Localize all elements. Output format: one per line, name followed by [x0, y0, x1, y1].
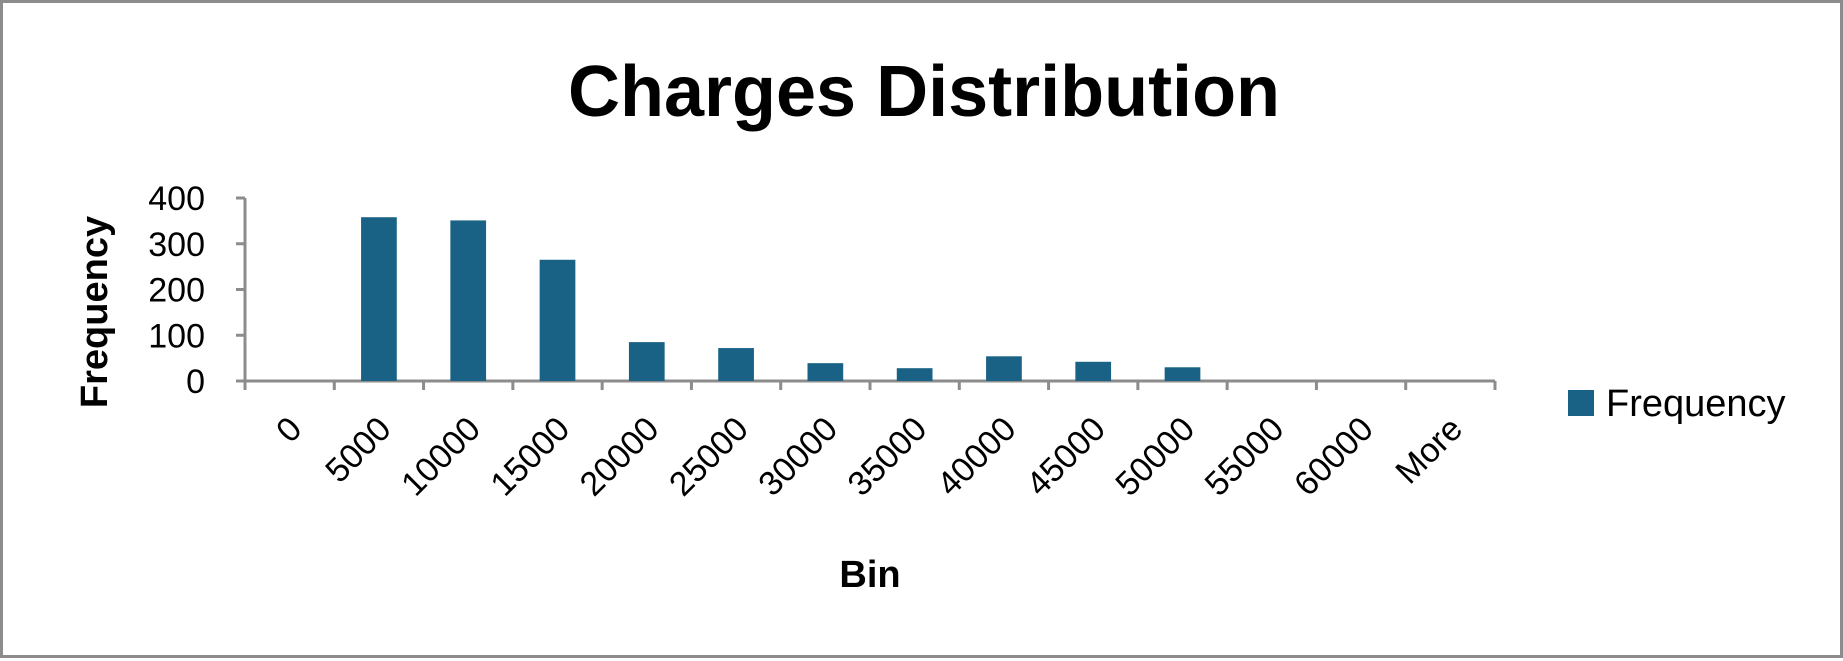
- x-tick-label: 10000: [394, 410, 488, 504]
- y-tick-label: 200: [148, 272, 205, 310]
- bar-35000: [896, 368, 933, 381]
- x-tick-label: 55000: [1198, 410, 1292, 504]
- bar-25000: [718, 348, 754, 381]
- x-tick-label: 15000: [483, 410, 577, 504]
- y-tick-label: 400: [148, 180, 205, 218]
- x-tick-label: 50000: [1108, 410, 1202, 504]
- x-tick-label: 0: [269, 410, 309, 450]
- bar-10000: [450, 220, 487, 381]
- bar-15000: [539, 259, 576, 381]
- x-tick-label: 5000: [318, 410, 398, 490]
- bar-50000: [1164, 367, 1201, 381]
- bar-30000: [807, 363, 844, 381]
- chart-title: Charges Distribution: [568, 52, 1280, 132]
- bar-45000: [1075, 361, 1112, 381]
- bar-5000: [361, 217, 397, 381]
- x-tick-label: 30000: [751, 410, 845, 504]
- x-tick-label: 40000: [930, 410, 1024, 504]
- x-tick-label: 35000: [841, 410, 935, 504]
- y-tick-label: 100: [148, 317, 205, 355]
- x-tick-label: 45000: [1019, 410, 1113, 504]
- x-axis-title: Bin: [839, 554, 900, 596]
- legend-swatch: [1568, 390, 1594, 416]
- x-tick-label: More: [1388, 410, 1470, 492]
- x-axis: 0 500010000150002000025000300003500040000…: [243, 379, 1497, 504]
- bar-series-frequency: [361, 217, 1201, 381]
- x-tick-label: 60000: [1287, 410, 1381, 504]
- x-tick-label: 25000: [662, 410, 756, 504]
- bar-20000: [628, 342, 665, 381]
- y-axis-title: Frequency: [74, 216, 116, 408]
- bar-40000: [986, 356, 1022, 381]
- legend-label: Frequency: [1606, 383, 1786, 425]
- legend: Frequency: [1568, 383, 1786, 425]
- y-axis: 0 100 200 300 400: [148, 180, 247, 401]
- x-tick-label: 20000: [573, 410, 667, 504]
- y-tick-label: 0: [186, 363, 205, 401]
- charges-distribution-chart: Charges Distribution Frequency Bin 0 100 2…: [74, 52, 1786, 596]
- y-tick-label: 300: [148, 226, 205, 264]
